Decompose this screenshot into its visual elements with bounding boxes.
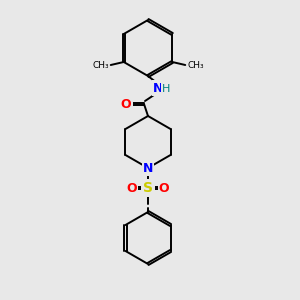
Text: O: O: [127, 182, 137, 194]
Text: H: H: [162, 84, 170, 94]
Text: CH₃: CH₃: [187, 61, 204, 70]
Text: N: N: [153, 82, 163, 94]
Text: S: S: [143, 181, 153, 195]
Text: N: N: [143, 161, 153, 175]
Text: CH₃: CH₃: [92, 61, 109, 70]
Text: O: O: [121, 98, 131, 110]
Text: O: O: [159, 182, 169, 194]
